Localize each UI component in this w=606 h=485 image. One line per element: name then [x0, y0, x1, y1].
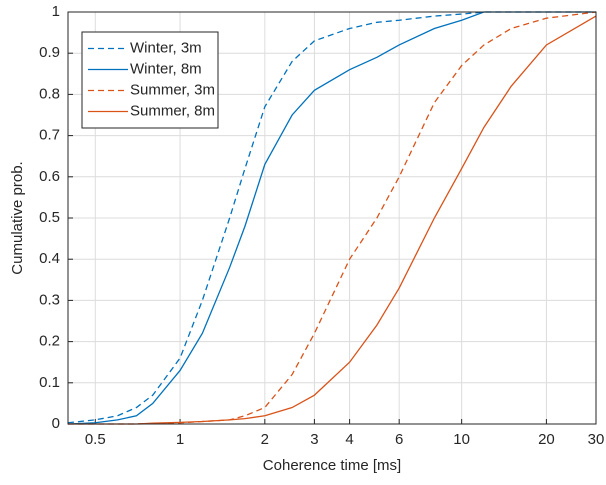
y-tick-label: 0.5 — [39, 209, 60, 226]
x-tick-label: 6 — [395, 431, 403, 448]
x-tick-label: 2 — [261, 431, 269, 448]
x-axis-label: Coherence time [ms] — [263, 457, 401, 474]
y-tick-label: 0.9 — [39, 44, 60, 61]
y-tick-label: 0.7 — [39, 127, 60, 144]
y-tick-label: 0 — [52, 415, 60, 432]
y-tick-label: 0.3 — [39, 291, 60, 308]
y-tick-label: 0.8 — [39, 85, 60, 102]
legend-label: Summer, 3m — [130, 81, 215, 98]
plot-frame — [67, 11, 597, 425]
x-tick-label: 30 — [588, 431, 605, 448]
x-tick-label: 10 — [453, 431, 470, 448]
y-tick-label: 0.2 — [39, 333, 60, 350]
legend-label: Summer, 8m — [130, 102, 215, 119]
x-tick-label: 1 — [176, 431, 184, 448]
legend-label: Winter, 3m — [130, 39, 202, 56]
legend-label: Winter, 8m — [130, 60, 202, 77]
x-tick-label: 0.5 — [85, 431, 106, 448]
x-tick-label: 20 — [538, 431, 555, 448]
y-tick-label: 0.1 — [39, 374, 60, 391]
x-tick-label: 4 — [345, 431, 353, 448]
series-line — [67, 11, 596, 424]
y-tick-label: 0.6 — [39, 168, 60, 185]
y-axis-label: Cumulative prob. — [9, 161, 26, 274]
x-tick-label: 3 — [310, 431, 318, 448]
series-line — [67, 11, 596, 425]
y-tick-label: 0.4 — [39, 250, 60, 267]
y-tick-label: 1 — [52, 3, 60, 20]
